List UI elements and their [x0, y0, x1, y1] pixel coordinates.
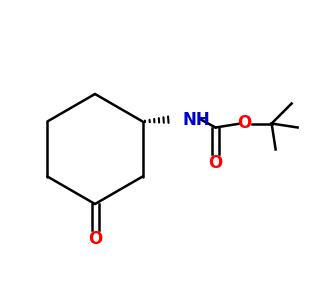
Text: O: O	[88, 230, 102, 248]
Text: O: O	[209, 154, 223, 172]
Text: O: O	[237, 114, 252, 131]
Text: NH: NH	[183, 111, 210, 129]
